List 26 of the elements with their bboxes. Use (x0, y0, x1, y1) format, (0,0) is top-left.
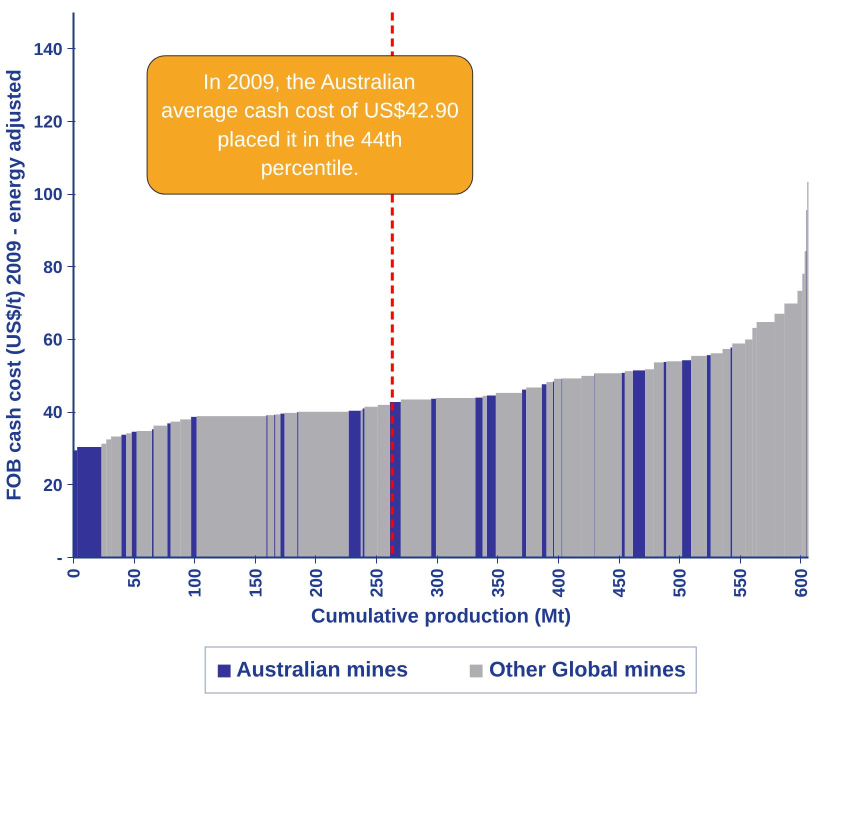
y-tick-label: 60 (43, 330, 63, 350)
x-tick-label: 150 (245, 568, 266, 598)
y-tick-label: 140 (34, 38, 63, 59)
x-tick-label: 550 (730, 568, 750, 598)
y-tick-label: - (56, 548, 63, 568)
x-axis-title: Cumulative production (Mt) (311, 605, 571, 628)
y-tick-label: 80 (43, 256, 63, 277)
x-tick-label: 100 (184, 568, 205, 598)
x-tick-label: 450 (609, 568, 630, 598)
y-axis-title: FOB cash cost (US$/t) 2009 - energy adjusted (4, 69, 26, 501)
y-tick-label: 20 (43, 474, 63, 495)
x-tick-label: 500 (670, 568, 690, 598)
y-tick-label: 40 (43, 402, 63, 422)
annotation: In 2009, the Australian average cash cost of US$42.90 placed it in the 44th percentile. (161, 70, 459, 180)
x-tick-label: 250 (366, 568, 387, 598)
legend-label: Other Global mines (489, 658, 686, 682)
y-tick-label: 100 (34, 184, 63, 204)
x-tick-label: 50 (124, 568, 144, 588)
x-tick-label: 200 (306, 568, 326, 598)
x-tick-label: 0 (64, 568, 84, 578)
x-tick-label: 300 (427, 568, 448, 598)
x-tick-label: 350 (488, 568, 508, 598)
x-tick-label: 400 (548, 568, 568, 598)
x-tick-label: 600 (790, 568, 811, 598)
legend-label: Australian mines (236, 658, 408, 682)
y-tick-label: 120 (34, 112, 63, 132)
